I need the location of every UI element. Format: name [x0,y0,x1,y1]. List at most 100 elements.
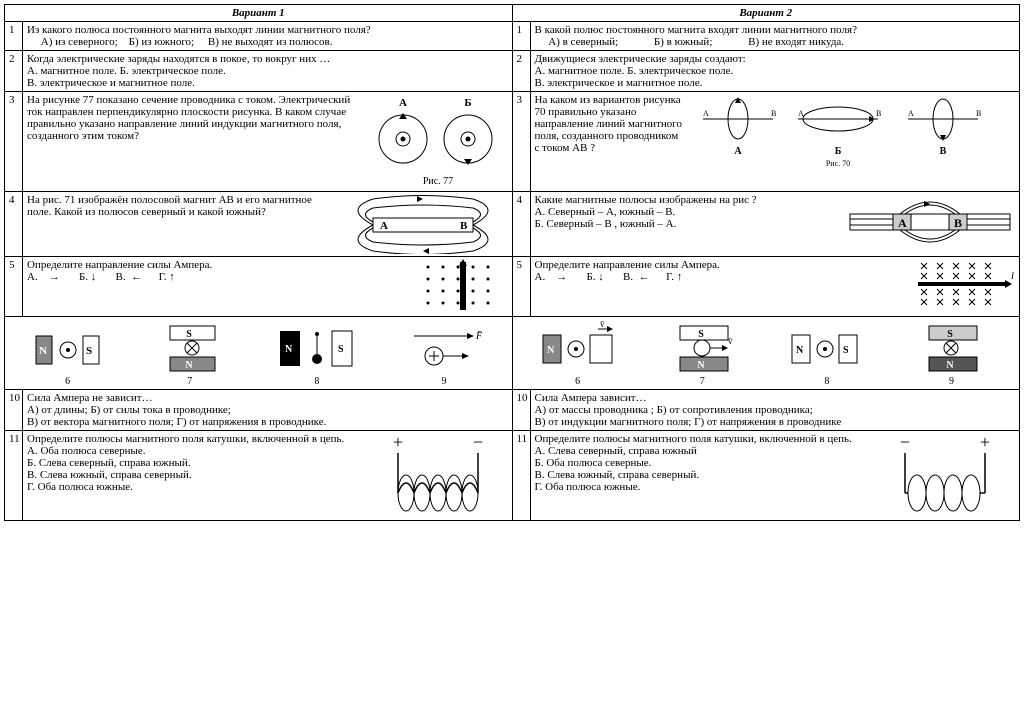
svg-text:В: В [939,146,946,157]
svg-text:B: B [976,109,981,118]
fig6-v2: N v̄ 6 [540,321,615,387]
svg-text:F̄: F̄ [475,330,483,342]
q5-text-v1: Определите направление силы Ампера. [27,259,410,271]
q5-opts-v2: А. → Б. ↓ В. ← Г. ↑ [535,271,908,283]
q5-num-v2: 5 [512,257,530,317]
q2-v2: Движущиеся электрические заряды создают:… [530,51,1020,92]
q1-opts-v1: А) из северного; Б) из южного; В) не вых… [27,36,508,48]
q2-v1: Когда электрические заряды находятся в п… [23,51,513,92]
svg-text:A: A [703,109,709,118]
q1-num-v1: 1 [5,22,23,51]
q4-fig-v1: A B [338,194,508,254]
q2-num-v1: 2 [5,51,23,92]
header-v2: Вариант 2 [512,5,1020,22]
q4-fig-v2: A B [845,194,1015,249]
q1-num-v2: 1 [512,22,530,51]
svg-text:N: N [285,344,293,355]
svg-text:N: N [698,360,706,371]
q2-num-v2: 2 [512,51,530,92]
svg-text:Б: Б [464,97,471,109]
q5-fig-v2: I [915,259,1015,309]
q3-fig-v1: А Б Рис. 77 [368,94,508,189]
q4-num-v2: 4 [512,192,530,257]
q5-opts-v1: А. → Б. ↓ В. ← Г. ↑ [27,271,410,283]
q3-text-v2: На каком из вариантов рисунка 70 правиль… [535,94,685,174]
q2-text-v1: Когда электрические заряды находятся в п… [27,53,508,65]
svg-text:B: B [771,109,776,118]
header-v1: Вариант 1 [5,5,513,22]
svg-text:Рис. 70: Рис. 70 [825,159,849,168]
q4-text-v2: Какие магнитные полюсы изображены на рис… [535,194,838,249]
svg-text:A: A [898,216,907,230]
q1-text-v1: Из какого полюса постоянного магнита вых… [27,24,508,36]
svg-text:−: − [900,433,910,452]
q3-fig-v2: A B А A B Б Рис. 70 [693,94,993,174]
q4-num-v1: 4 [5,192,23,257]
q11-num-v2: 11 [512,431,530,521]
fig9-v1: F̄ 9 [404,321,484,387]
q11-fig-v2: − + [875,433,1015,518]
q2-text-v2: Движущиеся электрические заряды создают: [535,53,1016,65]
q11-v1: Определите полюсы магнитного поля катушк… [23,431,513,521]
q6-9-v2: N v̄ 6 S N [512,317,1020,390]
q2-optB-v2: В. электрическое и магнитное поле. [535,77,1016,89]
q1-v2: В какой полюс постоянного магнита входят… [530,22,1020,51]
svg-text:S: S [86,345,92,357]
q1-v1: Из какого полюса постоянного магнита вых… [23,22,513,51]
q1-opts-v2: А) в северный; Б) в южный; В) не входят … [535,36,1016,48]
svg-text:S: S [948,329,954,340]
worksheet-table: Вариант 1 Вариант 2 1 Из какого полюса п… [4,4,1020,521]
svg-text:А: А [734,146,742,157]
svg-text:N: N [947,360,955,371]
svg-text:A: A [908,109,914,118]
q11-fig-v1: + − [368,433,508,518]
q4-optA-v2: А. Северный – А, южный – В. [535,206,838,218]
fig6-v1: N S 6 [33,321,103,387]
svg-text:−: − [472,433,482,452]
svg-text:B: B [876,109,881,118]
svg-text:+: + [392,433,402,452]
q5-v2: Определите направление силы Ампера. А. →… [530,257,1020,317]
q10-v1: Сила Ампера не зависит… А) от длины; Б) … [23,390,513,431]
svg-text:I: I [1010,271,1015,281]
q10-num-v1: 10 [5,390,23,431]
fig9-v2: S N 9 [911,321,991,387]
svg-text:Б: Б [834,146,841,157]
svg-text:B: B [460,220,468,232]
q10-num-v2: 10 [512,390,530,431]
svg-text:S: S [698,329,704,340]
svg-text:B: B [954,216,962,230]
q4-optB-v2: Б. Северный – В , южный – А. [535,218,838,230]
svg-text:v̄: v̄ [600,321,605,329]
q2-optA-v1: А. магнитное поле. Б. электрическое поле… [27,65,508,77]
svg-text:N: N [547,345,555,356]
q3-num-v2: 3 [512,92,530,192]
svg-text:N: N [39,345,47,357]
fig7-v1: S N 7 [150,321,230,387]
q4-text-v1: На рис. 71 изображён полосовой магнит АВ… [27,194,330,254]
svg-text:S: S [843,345,849,356]
q11-num-v1: 11 [5,431,23,521]
q2-optA-v2: А. магнитное поле. Б. электрическое поле… [535,65,1016,77]
q3-v2: На каком из вариантов рисунка 70 правиль… [530,92,1020,192]
fig7-v2: S N v̄ 7 [662,321,742,387]
svg-text:+: + [980,433,990,452]
q6-9-v1: N S 6 S N [5,317,513,390]
svg-text:A: A [798,109,804,118]
svg-text:v̄: v̄ [728,336,733,346]
svg-text:N: N [185,360,193,371]
q2-optB-v1: В. электрическое и магнитное поле. [27,77,508,89]
q5-fig-v1 [418,259,508,314]
svg-text:N: N [796,345,804,356]
q3-v1: На рисунке 77 показано сечение проводник… [23,92,513,192]
q4-v2: Какие магнитные полюсы изображены на рис… [530,192,1020,257]
q5-text-v2: Определите направление силы Ампера. [535,259,908,271]
q3-num-v1: 3 [5,92,23,192]
q3-text-v1: На рисунке 77 показано сечение проводник… [27,94,360,189]
svg-text:A: A [380,220,388,232]
svg-text:А: А [399,97,407,109]
fig8-v2: N S 8 [789,321,864,387]
q5-v1: Определите направление силы Ампера. А. →… [23,257,513,317]
svg-text:S: S [338,344,344,355]
q4-v1: На рис. 71 изображён полосовой магнит АВ… [23,192,513,257]
